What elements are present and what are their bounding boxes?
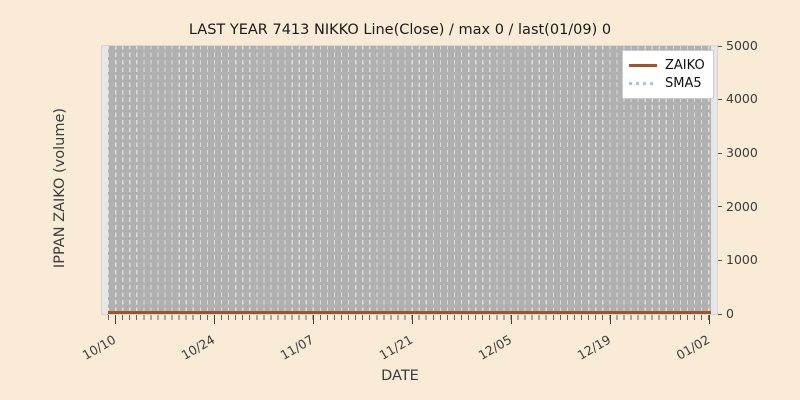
tick-mark-icon xyxy=(718,99,722,101)
series-line-zaiko xyxy=(108,311,711,314)
tick-mark-icon xyxy=(718,313,722,315)
x-tick-mark xyxy=(610,315,611,324)
plot-right-margin-strip xyxy=(711,45,718,315)
tick-mark-icon xyxy=(718,152,722,154)
x-axis-title: DATE xyxy=(381,368,419,384)
legend-swatch-solid-icon xyxy=(629,60,657,71)
y-axis-right: 5000 4000 3000 2000 1000 0 xyxy=(718,39,798,319)
x-axis: 10/10 10/24 11/07 11/21 12/05 12/19 01/0… xyxy=(80,315,718,375)
legend-label-sma5: SMA5 xyxy=(665,75,702,91)
tick-mark-icon xyxy=(718,45,722,47)
y-tick-label: 5000 xyxy=(726,37,758,53)
x-tick-mark xyxy=(214,315,215,324)
legend-swatch-dotted-icon xyxy=(629,78,657,89)
legend-entry-zaiko[interactable]: ZAIKO xyxy=(629,56,707,74)
y-tick-label: 4000 xyxy=(726,91,758,107)
y-tick-label: 2000 xyxy=(726,198,758,214)
plot-left-margin-strip xyxy=(101,45,108,315)
x-tick-label: 12/05 xyxy=(475,331,515,363)
x-tick-label: 01/02 xyxy=(673,331,713,363)
x-tick-mark xyxy=(313,315,314,324)
y-tick-label: 0 xyxy=(726,305,734,321)
x-tick-mark xyxy=(709,315,710,324)
tick-mark-icon xyxy=(718,206,722,208)
y-tick-label: 3000 xyxy=(726,144,758,160)
x-tick-label: 11/21 xyxy=(376,331,416,363)
x-tick-label: 11/07 xyxy=(277,331,317,363)
y-axis-title: IPPAN ZAIKO (volume) xyxy=(52,107,68,269)
x-tick-mark xyxy=(412,315,413,324)
x-tick-label: 10/24 xyxy=(178,331,218,363)
tick-mark-icon xyxy=(718,259,722,261)
legend-label-zaiko: ZAIKO xyxy=(665,57,705,73)
legend-entry-sma5[interactable]: SMA5 xyxy=(629,74,707,92)
x-tick-label: 10/10 xyxy=(79,331,119,363)
chart-legend[interactable]: ZAIKO SMA5 xyxy=(622,50,714,99)
x-tick-mark xyxy=(115,315,116,324)
x-minor-ticks xyxy=(108,315,711,320)
x-tick-label: 12/19 xyxy=(574,331,614,363)
y-tick-label: 1000 xyxy=(726,252,758,268)
vertical-gridlines xyxy=(108,45,711,315)
chart-title: LAST YEAR 7413 NIKKO Line(Close) / max 0… xyxy=(188,22,612,38)
gridline-dash-mask xyxy=(108,45,711,315)
x-tick-mark xyxy=(511,315,512,324)
